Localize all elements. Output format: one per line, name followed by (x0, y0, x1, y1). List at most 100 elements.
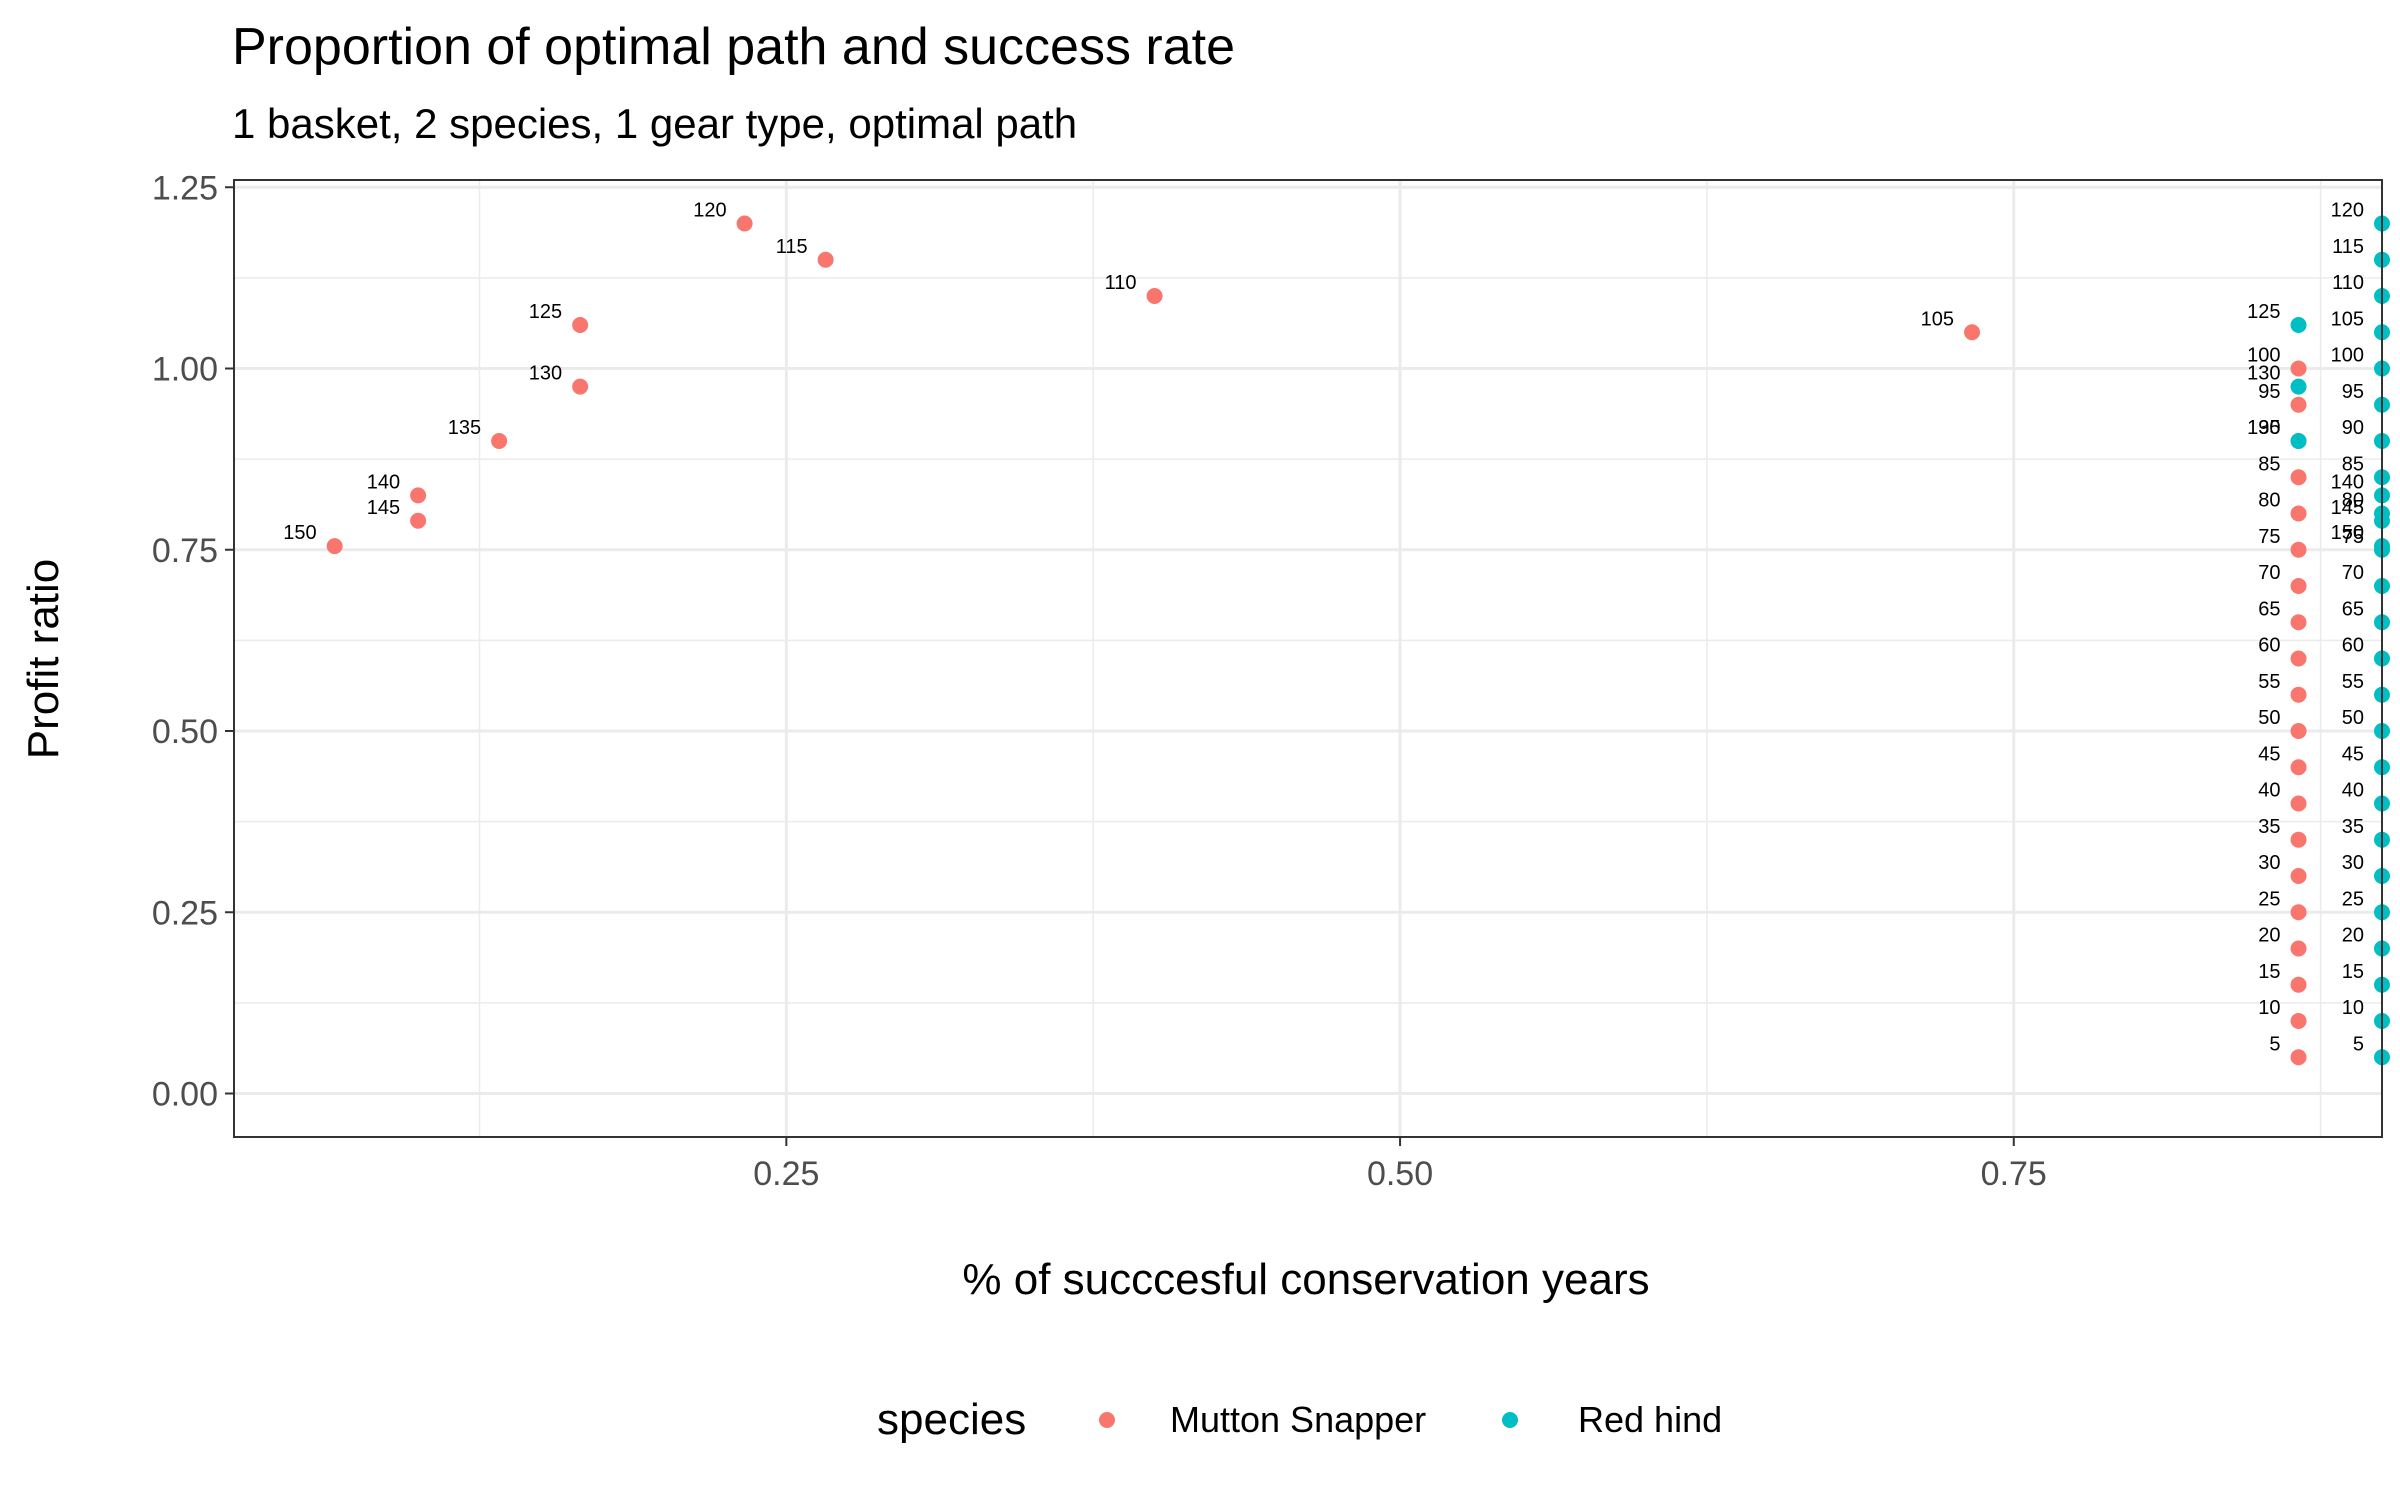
point-label-mutton-snapper: 85 (2258, 453, 2280, 475)
point-label-mutton-snapper: 50 (2258, 707, 2280, 729)
point-mutton-snapper (2290, 505, 2307, 522)
point-red-hind (2290, 433, 2307, 449)
point-label-mutton-snapper: 40 (2258, 780, 2280, 802)
point-label-mutton-snapper: 125 (529, 301, 562, 323)
legend-label-red-hind: Red hind (1578, 1399, 1722, 1440)
point-label-mutton-snapper: 5 (2269, 1033, 2280, 1055)
point-label-mutton-snapper: 30 (2258, 852, 2280, 874)
point-label-mutton-snapper: 10 (2258, 997, 2280, 1019)
x-axis: 0.25 0.50 0.75 (753, 1137, 2047, 1193)
point-label-mutton-snapper: 120 (693, 200, 726, 222)
point-label-mutton-snapper: 90 (2258, 417, 2280, 439)
point-label-red-hind: 140 (2331, 471, 2364, 493)
point-label-red-hind: 5 (2353, 1033, 2364, 1055)
point-label-red-hind: 110 (2332, 272, 2364, 294)
x-tick-label: 0.75 (1981, 1155, 2047, 1193)
point-mutton-snapper (2290, 940, 2307, 957)
point-label-mutton-snapper: 95 (2258, 381, 2280, 403)
point-label-red-hind: 50 (2342, 707, 2364, 729)
point-mutton-snapper (2290, 976, 2307, 993)
point-mutton-snapper (2290, 650, 2307, 667)
y-tick-label: 1.25 (152, 169, 218, 207)
point-label-red-hind: 100 (2331, 345, 2364, 367)
legend-label-mutton-snapper: Mutton Snapper (1170, 1399, 1426, 1440)
point-label-red-hind: 115 (2332, 236, 2364, 258)
point-label-mutton-snapper: 55 (2258, 671, 2280, 693)
point-label-red-hind: 75 (2342, 526, 2364, 548)
point-mutton-snapper (326, 538, 343, 555)
y-tick-label: 0.75 (152, 532, 218, 570)
point-label-red-hind: 95 (2342, 381, 2364, 403)
point-label-mutton-snapper: 135 (448, 417, 481, 439)
x-axis-title: % of succcesful conservation years (962, 1255, 1649, 1304)
point-label-mutton-snapper: 110 (1105, 272, 1137, 294)
point-label-red-hind: 150 (2331, 522, 2364, 544)
point-mutton-snapper (410, 487, 427, 504)
legend: species Mutton Snapper Red hind (877, 1395, 1722, 1444)
point-label-mutton-snapper: 105 (1921, 308, 1954, 330)
point-label-mutton-snapper: 130 (529, 363, 562, 385)
point-label-red-hind: 35 (2342, 816, 2364, 838)
point-label-red-hind: 145 (2331, 497, 2364, 519)
minor-gridlines (234, 180, 2382, 1137)
point-label-red-hind: 25 (2342, 888, 2364, 910)
point-label-mutton-snapper: 80 (2258, 490, 2280, 512)
point-label-red-hind: 45 (2342, 743, 2364, 765)
point-label-red-hind: 65 (2342, 598, 2364, 620)
plot-panel (234, 180, 2382, 1137)
point-label-mutton-snapper: 35 (2258, 816, 2280, 838)
point-label-mutton-snapper: 140 (367, 471, 400, 493)
point-mutton-snapper (2290, 1049, 2307, 1066)
x-tick-label: 0.25 (753, 1155, 819, 1193)
chart-title: Proportion of optimal path and success r… (232, 18, 1235, 76)
point-label-red-hind: 10 (2342, 997, 2364, 1019)
point-label-red-hind: 55 (2342, 671, 2364, 693)
point-mutton-snapper (572, 317, 589, 333)
chart-subtitle: 1 basket, 2 species, 1 gear type, optima… (232, 100, 1077, 147)
point-mutton-snapper (2290, 686, 2307, 703)
point-mutton-snapper (2290, 904, 2307, 921)
point-mutton-snapper (2290, 759, 2307, 776)
y-axis: 0.00 0.25 0.50 0.75 1.00 1.25 (152, 169, 234, 1114)
legend-key-mutton-snapper (1099, 1412, 1115, 1428)
point-label-mutton-snapper: 15 (2258, 961, 2280, 983)
legend-key-red-hind (1502, 1412, 1518, 1428)
point-label-red-hind: 85 (2342, 453, 2364, 475)
point-mutton-snapper (572, 378, 589, 395)
point-mutton-snapper (2290, 469, 2307, 486)
point-red-hind (2290, 317, 2307, 333)
y-tick-label: 1.00 (152, 351, 218, 389)
point-mutton-snapper (817, 251, 834, 268)
point-label-mutton-snapper: 115 (776, 236, 808, 258)
point-mutton-snapper (2290, 360, 2307, 377)
point-label-mutton-snapper: 145 (367, 497, 400, 519)
legend-title: species (877, 1395, 1026, 1444)
point-label-mutton-snapper: 65 (2258, 598, 2280, 620)
point-mutton-snapper (2290, 723, 2307, 739)
x-tick-label: 0.50 (1367, 1155, 1433, 1193)
point-label-mutton-snapper: 20 (2258, 925, 2280, 947)
point-label-mutton-snapper: 25 (2258, 888, 2280, 910)
point-mutton-snapper (2290, 795, 2307, 812)
point-mutton-snapper (2290, 396, 2307, 413)
point-label-mutton-snapper: 60 (2258, 635, 2280, 657)
plot-border (233, 179, 2383, 1138)
point-label-red-hind: 105 (2331, 308, 2364, 330)
point-label-red-hind: 120 (2331, 200, 2364, 222)
point-mutton-snapper (736, 215, 753, 232)
point-label-mutton-snapper: 100 (2247, 345, 2280, 367)
point-label-red-hind: 20 (2342, 925, 2364, 947)
y-axis-title: Profit ratio (19, 559, 68, 760)
point-label-red-hind: 125 (2247, 301, 2280, 323)
point-label-red-hind: 70 (2342, 562, 2364, 584)
y-tick-label: 0.25 (152, 894, 218, 932)
point-mutton-snapper (2290, 868, 2307, 884)
point-label-red-hind: 90 (2342, 417, 2364, 439)
point-label-red-hind: 15 (2342, 961, 2364, 983)
point-label-red-hind: 30 (2342, 852, 2364, 874)
point-label-mutton-snapper: 70 (2258, 562, 2280, 584)
point-mutton-snapper (1964, 324, 1981, 341)
point-label-red-hind: 60 (2342, 635, 2364, 657)
point-label-mutton-snapper: 150 (283, 522, 316, 544)
